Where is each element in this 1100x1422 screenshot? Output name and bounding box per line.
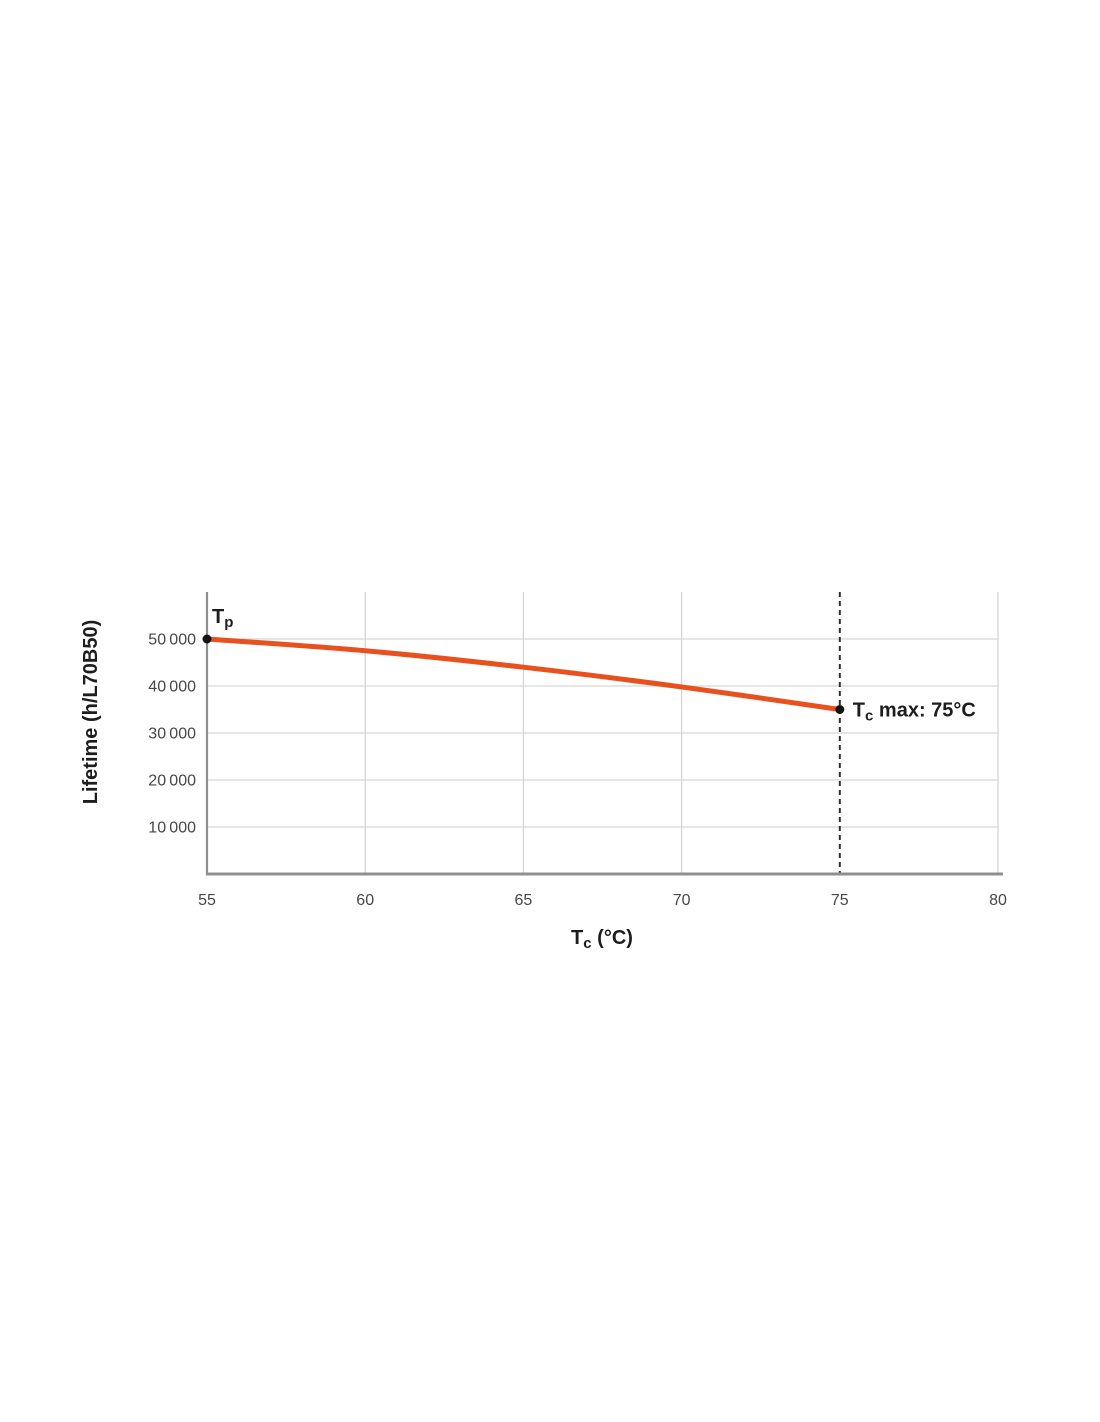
y-tick-label: 20 000 — [148, 773, 196, 790]
x-tick-labels: 55 60 65 70 75 80 — [198, 892, 1007, 909]
x-axis-title-subscript: c — [583, 935, 591, 952]
annotation-tp: Tp — [212, 606, 233, 631]
x-tick-label: 75 — [831, 892, 849, 909]
x-tick-label: 55 — [198, 892, 216, 909]
y-tick-label: 10 000 — [148, 820, 196, 837]
x-axis-title: Tc (°C) — [571, 927, 633, 952]
x-axis-title-unit: (°C) — [592, 927, 633, 949]
y-axis-title: Lifetime (h/L70B50) — [80, 620, 102, 804]
annotation-tc-max-rest: max: 75°C — [873, 700, 976, 722]
gridlines — [207, 592, 999, 874]
data-point-dot — [835, 705, 845, 714]
data-point-dot — [202, 634, 212, 644]
annotation-tc-max: Tc max: 75°C — [853, 700, 976, 725]
endpoint-dots — [202, 634, 845, 714]
annotation-tp-base: T — [212, 606, 224, 628]
x-tick-label: 70 — [673, 892, 691, 909]
lifetime-curve — [204, 636, 843, 712]
x-tick-label: 80 — [989, 892, 1007, 909]
y-tick-label: 40 000 — [148, 679, 196, 696]
annotation-tc-max-subscript: c — [865, 708, 873, 725]
x-tick-label: 65 — [515, 892, 533, 909]
annotation-tp-subscript: p — [224, 614, 233, 631]
x-axis-title-base: T — [571, 927, 583, 949]
annotation-tc-max-base: T — [853, 700, 865, 722]
x-tick-label: 60 — [356, 892, 374, 909]
y-tick-label: 50 000 — [148, 632, 196, 649]
y-tick-label: 30 000 — [148, 726, 196, 743]
y-tick-labels: 10 000 20 000 30 000 40 000 50 000 — [148, 632, 196, 837]
